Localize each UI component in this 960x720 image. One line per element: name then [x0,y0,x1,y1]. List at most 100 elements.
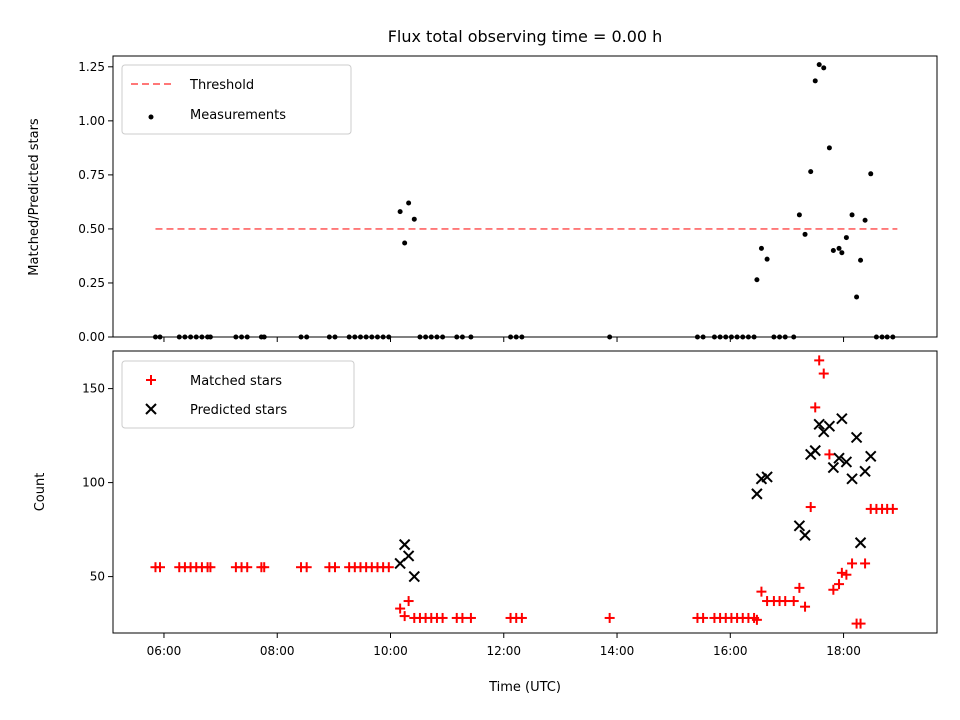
matched-star-point [403,596,414,607]
bottom-xtick-label: 10:00 [373,644,408,658]
matched-star-point [242,562,253,573]
measurement-point [796,212,802,218]
predicted-stars-layer [394,412,877,583]
predicted-star-point [751,488,763,500]
legend-measurements-label: Measurements [190,108,286,123]
legend-threshold-label: Threshold [189,78,254,93]
matched-star-point [805,502,816,513]
predicted-star-point [799,529,811,541]
matched-star-point [465,612,476,623]
predicted-star-point [823,420,836,432]
matched-star-point [818,368,829,379]
measurement-point [826,145,832,151]
matched-star-point [810,402,821,413]
top-legend-frame [121,64,352,135]
matched-star-point [437,612,448,623]
top-ytick-label: 1.00 [78,114,105,128]
measurement-point [402,240,408,246]
measurement-point [764,256,770,262]
predicted-star-point [836,412,848,425]
measurement-point [802,231,808,237]
matched-star-point [847,558,858,569]
bottom-xtick-label: 16:00 [713,644,748,658]
bottom-xlabel: Time (UTC) [488,680,561,695]
matched-star-point [841,569,852,580]
measurement-point [397,209,403,215]
matched-star-point [824,449,835,460]
bottom-xtick-label: 18:00 [826,644,861,658]
predicted-star-point [761,471,773,483]
matched-star-point [399,611,410,622]
bottom-plot-frame [112,350,938,634]
top-plot-frame [112,55,938,338]
top-ylabel: Matched/Predicted stars [27,118,42,276]
top-ytick-label: 0.50 [78,222,105,236]
matched-star-point [828,584,839,595]
measurement-point [839,250,845,256]
matched-star-point [814,355,825,366]
measurement-point [816,62,822,68]
matched-star-point [860,558,871,569]
top-ytick-label: 1.25 [78,60,105,74]
matched-star-point [395,603,406,614]
measurement-point [406,200,412,206]
bottom-xtick-label: 14:00 [600,644,635,658]
matched-star-point [887,503,898,514]
measurement-point [821,65,827,71]
bottom-ytick-label: 100 [82,476,105,490]
matched-star-point [301,562,312,573]
predicted-star-point [402,550,415,562]
matched-star-point [800,601,811,612]
legend-predicted-swatch [145,403,157,415]
chart-title: Flux total observing time = 0.00 h [388,27,663,46]
measurement-point [868,171,874,177]
matched-star-point [751,614,762,625]
predicted-star-point [840,456,853,468]
measurement-point [862,217,868,223]
top-legend: Threshold Measurements [121,64,352,135]
measurement-point [830,248,836,254]
predicted-star-point [865,450,877,462]
bottom-ytick-label: 50 [90,570,105,584]
top-ytick-label: 0.75 [78,168,105,182]
measurement-point [843,235,849,241]
bottom-xtick-label: 08:00 [260,644,295,658]
measurement-point [754,277,760,283]
bottom-ylabel: Count [33,473,48,512]
bottom-legend: Matched stars Predicted stars [121,360,355,429]
measurement-point [411,216,417,222]
bottom-panel: 50 100 150 06:00 08:00 10:00 12:00 14:00 16:00 18… [33,350,938,695]
legend-measurements-swatch [148,114,154,120]
predicted-star-point [833,452,845,464]
matched-star-point [834,579,845,590]
bottom-xtick-label: 06:00 [147,644,182,658]
matched-star-point [698,612,709,623]
measurement-point [854,294,860,300]
predicted-star-point [398,538,411,551]
matched-star-point [756,586,767,597]
top-ytick-label: 0.00 [78,330,105,344]
matched-star-point [155,562,166,573]
matched-star-point [516,612,527,623]
legend-matched-swatch [146,375,156,385]
matched-star-point [604,612,615,623]
bottom-xtick-label: 12:00 [486,644,521,658]
measurement-point [808,169,814,175]
matched-star-point [329,562,340,573]
measurement-point [812,78,818,84]
matched-star-point [780,596,791,607]
matched-star-point [457,612,468,623]
matched-star-point [259,562,270,573]
predicted-star-point [859,465,871,478]
predicted-star-point [408,570,420,583]
matched-star-point [205,562,216,573]
predicted-star-point [809,444,821,457]
bottom-ytick-label: 150 [82,382,105,396]
top-ytick-label: 0.25 [78,276,105,290]
legend-predicted-label: Predicted stars [190,403,287,418]
matched-star-point [836,567,847,578]
predicted-star-point [846,473,858,485]
predicted-star-point [793,520,806,532]
measurement-point [836,245,842,251]
